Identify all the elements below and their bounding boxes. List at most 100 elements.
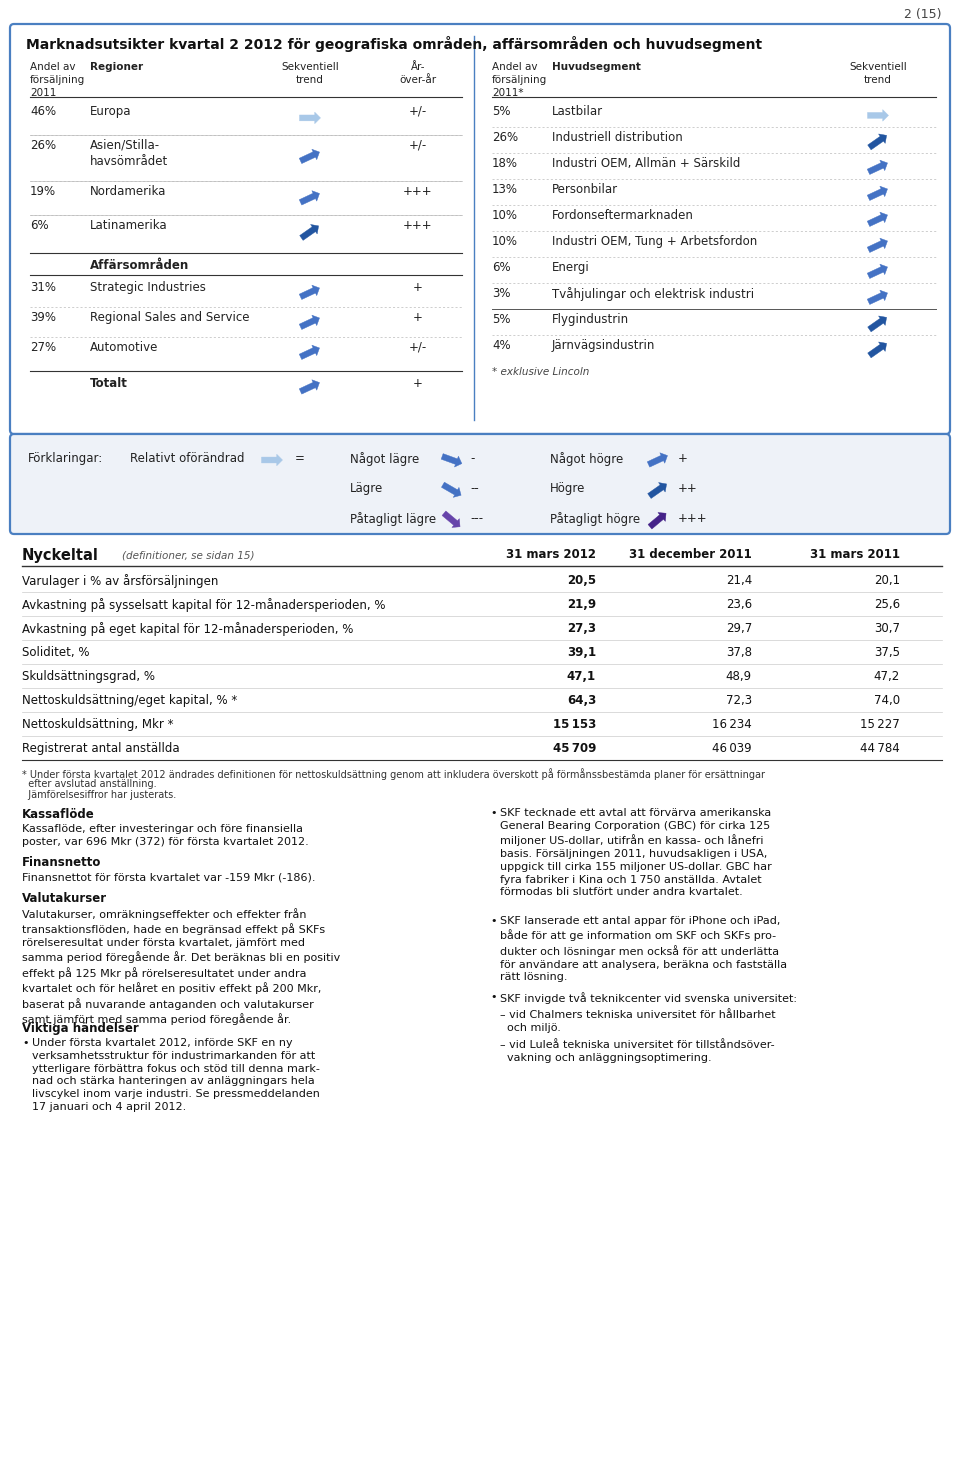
Polygon shape: [300, 380, 320, 394]
Text: Viktiga händelser: Viktiga händelser: [22, 1023, 139, 1034]
Text: * Under första kvartalet 2012 ändrades definitionen för nettoskuldsättning genom: * Under första kvartalet 2012 ändrades d…: [22, 768, 765, 780]
Text: 20,5: 20,5: [566, 573, 596, 587]
Text: 64,3: 64,3: [566, 693, 596, 707]
Text: 29,7: 29,7: [726, 622, 752, 635]
Text: Marknadsutsikter kvartal 2 2012 för geografiska områden, affärsområden och huvud: Marknadsutsikter kvartal 2 2012 för geog…: [26, 37, 762, 53]
Polygon shape: [300, 345, 320, 360]
Text: Skuldsättningsgrad, %: Skuldsättningsgrad, %: [22, 670, 155, 683]
Text: Industri OEM, Tung + Arbetsfordon: Industri OEM, Tung + Arbetsfordon: [552, 236, 757, 249]
Text: Påtagligt högre: Påtagligt högre: [550, 512, 640, 527]
FancyBboxPatch shape: [10, 23, 950, 435]
Text: 48,9: 48,9: [726, 670, 752, 683]
Text: 5%: 5%: [492, 313, 511, 326]
Polygon shape: [442, 483, 461, 497]
Text: efter avslutad anställning.: efter avslutad anställning.: [22, 778, 156, 789]
Text: – vid Luleå tekniska universitet för tillståndsöver-
  vakning och anläggningsop: – vid Luleå tekniska universitet för til…: [500, 1040, 775, 1062]
Polygon shape: [300, 149, 320, 164]
Text: 10%: 10%: [492, 236, 518, 249]
Polygon shape: [300, 224, 319, 240]
Text: 26%: 26%: [30, 139, 56, 152]
Text: Sekventiell
trend: Sekventiell trend: [281, 61, 339, 85]
Text: SKF invigde två teknikcenter vid svenska universitet:: SKF invigde två teknikcenter vid svenska…: [500, 992, 797, 1004]
Text: +++: +++: [678, 512, 708, 525]
Text: 31 december 2011: 31 december 2011: [629, 549, 752, 560]
Polygon shape: [300, 190, 320, 205]
Polygon shape: [648, 483, 666, 499]
FancyBboxPatch shape: [10, 435, 950, 534]
Text: Något lägre: Något lägre: [350, 452, 420, 467]
Text: --: --: [470, 481, 479, 494]
Text: 47,2: 47,2: [874, 670, 900, 683]
Text: 5%: 5%: [492, 105, 511, 119]
Text: SKF tecknade ett avtal att förvärva amerikanska
General Bearing Corporation (GBC: SKF tecknade ett avtal att förvärva amer…: [500, 808, 772, 897]
Text: 37,5: 37,5: [874, 647, 900, 658]
Text: Relativt oförändrad: Relativt oförändrad: [130, 452, 245, 465]
Text: Nordamerika: Nordamerika: [90, 184, 166, 198]
Text: 31 mars 2012: 31 mars 2012: [506, 549, 596, 560]
Polygon shape: [300, 113, 321, 124]
Text: Huvudsegment: Huvudsegment: [552, 61, 641, 72]
Polygon shape: [300, 285, 320, 300]
Text: •: •: [490, 916, 496, 926]
Text: Affärsområden: Affärsområden: [90, 259, 189, 272]
Text: Tvåhjulingar och elektrisk industri: Tvåhjulingar och elektrisk industri: [552, 287, 755, 301]
Text: Påtagligt lägre: Påtagligt lägre: [350, 512, 436, 527]
Text: 21,4: 21,4: [726, 573, 752, 587]
Text: 46%: 46%: [30, 105, 56, 119]
Text: ++: ++: [678, 481, 698, 494]
Text: – vid Chalmers tekniska universitet för hållbarhet
  och miljö.: – vid Chalmers tekniska universitet för …: [500, 1009, 776, 1033]
Text: Finansnetto: Finansnetto: [22, 856, 102, 869]
Text: Finansnettot för första kvartalet var -159 Mkr (-186).: Finansnettot för första kvartalet var -1…: [22, 872, 316, 882]
Text: Industri OEM, Allmän + Särskild: Industri OEM, Allmän + Särskild: [552, 157, 740, 170]
Polygon shape: [868, 110, 889, 121]
Text: Valutakurser, omräkningseffekter och effekter från
transaktionsflöden, hade en b: Valutakurser, omräkningseffekter och eff…: [22, 909, 340, 1026]
Polygon shape: [867, 159, 887, 174]
Text: 39%: 39%: [30, 312, 56, 323]
Text: Kassaflöde: Kassaflöde: [22, 808, 95, 821]
Text: 37,8: 37,8: [726, 647, 752, 658]
Text: Automotive: Automotive: [90, 341, 158, 354]
Polygon shape: [867, 238, 887, 253]
Text: +: +: [678, 452, 688, 465]
Polygon shape: [868, 316, 887, 332]
Text: 4%: 4%: [492, 339, 511, 353]
Text: 25,6: 25,6: [874, 598, 900, 612]
Text: 39,1: 39,1: [566, 647, 596, 658]
Text: Industriell distribution: Industriell distribution: [552, 132, 683, 143]
Text: Asien/Stilla-
havsömrådet: Asien/Stilla- havsömrådet: [90, 139, 168, 168]
Text: 27,3: 27,3: [567, 622, 596, 635]
Polygon shape: [300, 315, 320, 329]
Text: Avkastning på sysselsatt kapital för 12-månadersperioden, %: Avkastning på sysselsatt kapital för 12-…: [22, 598, 386, 612]
Text: (definitioner, se sidan 15): (definitioner, se sidan 15): [122, 550, 254, 560]
Text: Jämförelsesiffror har justerats.: Jämförelsesiffror har justerats.: [22, 790, 177, 800]
Text: 23,6: 23,6: [726, 598, 752, 612]
Text: +++: +++: [403, 219, 433, 233]
Text: Kassaflöde, efter investeringar och före finansiella
poster, var 696 Mkr (372) f: Kassaflöde, efter investeringar och före…: [22, 824, 309, 847]
Text: År-
över-år: År- över-år: [399, 61, 437, 85]
Text: Andel av
försäljning
2011*: Andel av försäljning 2011*: [492, 61, 547, 98]
Text: 15 227: 15 227: [860, 718, 900, 732]
Text: 47,1: 47,1: [566, 670, 596, 683]
Text: 10%: 10%: [492, 209, 518, 222]
Text: •: •: [22, 1039, 29, 1048]
Text: Latinamerika: Latinamerika: [90, 219, 168, 233]
Polygon shape: [868, 135, 887, 149]
Text: Järnvägsindustrin: Järnvägsindustrin: [552, 339, 656, 353]
Text: Lägre: Lägre: [350, 481, 383, 494]
Text: * exklusive Lincoln: * exklusive Lincoln: [492, 367, 589, 377]
Text: Strategic Industries: Strategic Industries: [90, 281, 205, 294]
Polygon shape: [647, 452, 667, 467]
Text: 46 039: 46 039: [712, 742, 752, 755]
Text: •: •: [490, 992, 496, 1002]
Text: 31 mars 2011: 31 mars 2011: [810, 549, 900, 560]
Text: 18%: 18%: [492, 157, 518, 170]
Text: +++: +++: [403, 184, 433, 198]
Text: 20,1: 20,1: [874, 573, 900, 587]
Polygon shape: [867, 290, 887, 304]
Polygon shape: [442, 454, 462, 467]
Text: Totalt: Totalt: [90, 377, 128, 391]
Text: 16 234: 16 234: [712, 718, 752, 732]
Text: Personbilar: Personbilar: [552, 183, 618, 196]
Text: Lastbilar: Lastbilar: [552, 105, 603, 119]
Text: -: -: [470, 452, 474, 465]
